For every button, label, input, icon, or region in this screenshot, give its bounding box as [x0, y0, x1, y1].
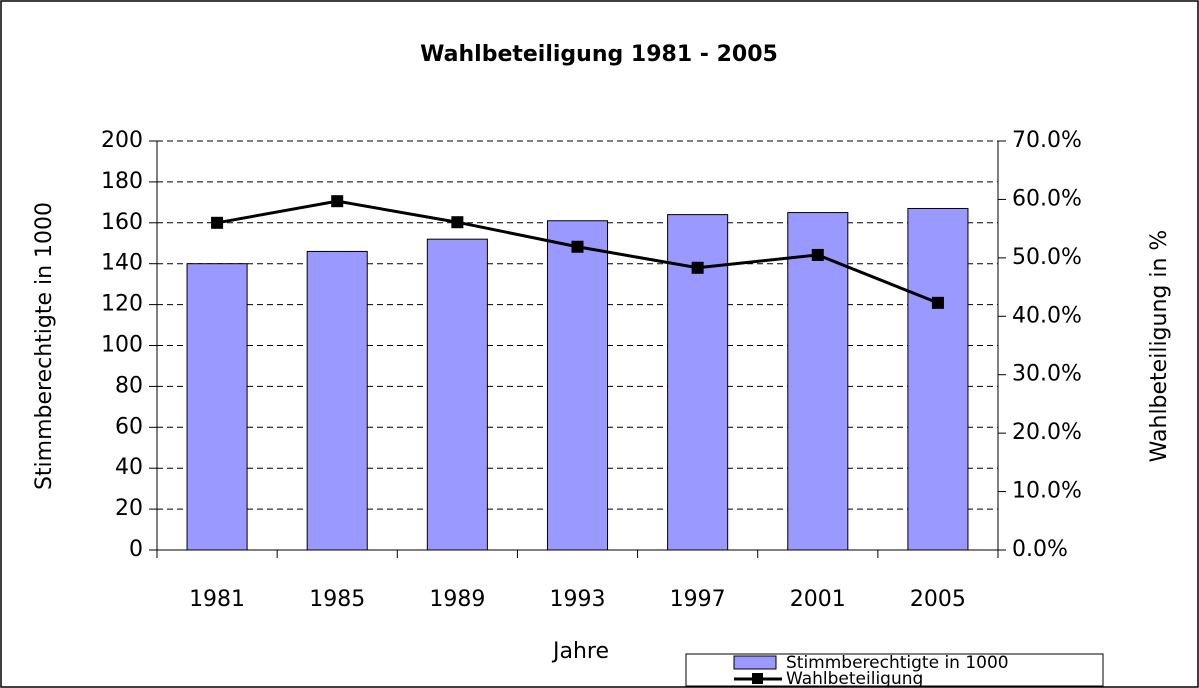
bar — [546, 220, 609, 551]
legend-marker — [752, 673, 763, 684]
y2-tick-label: 60.0% — [1012, 186, 1082, 211]
x-tick-label: 1997 — [670, 587, 726, 612]
y2-tick-label: 20.0% — [1012, 420, 1082, 445]
y-tick-label: 160 — [101, 210, 143, 235]
x-tick-label: 2005 — [910, 587, 966, 612]
y-axis-label: Stimmberechtigte in 1000 — [32, 202, 57, 490]
chart-title: Wahlbeteiligung 1981 - 2005 — [420, 42, 778, 67]
y-tick-label: 140 — [101, 251, 143, 276]
line-marker — [211, 216, 224, 229]
y2-tick-label: 40.0% — [1012, 303, 1082, 328]
line-marker — [331, 195, 344, 208]
bar — [907, 207, 969, 551]
y-tick-label: 20 — [115, 496, 143, 521]
line-marker — [931, 296, 944, 309]
y2-tick-label: 10.0% — [1012, 479, 1082, 504]
x-axis-label: Jahre — [551, 639, 609, 664]
y2-tick-label: 0.0% — [1012, 537, 1068, 562]
y-tick-label: 40 — [115, 455, 143, 480]
y-tick-label: 80 — [115, 373, 143, 398]
bar — [306, 250, 368, 551]
line-marker — [811, 248, 824, 261]
y-tick-label: 0 — [129, 537, 143, 562]
y2-axis-label: Wahlbeteiligung in % — [1147, 230, 1172, 463]
line-marker — [451, 216, 464, 229]
line-marker — [571, 240, 584, 253]
legend-label: Stimmberechtigte in 1000 — [786, 653, 1009, 673]
y2-tick-label: 30.0% — [1012, 362, 1082, 387]
x-tick-label: 2001 — [790, 587, 846, 612]
bar — [787, 212, 849, 551]
y-tick-label: 180 — [101, 169, 143, 194]
y-tick-label: 200 — [101, 128, 143, 153]
y-tick-label: 120 — [101, 292, 143, 317]
line-marker — [691, 261, 704, 274]
x-tick-label: 1993 — [550, 587, 606, 612]
legend-swatch — [733, 655, 777, 670]
bar — [426, 238, 488, 551]
y2-tick-label: 50.0% — [1012, 245, 1082, 270]
x-tick-label: 1989 — [429, 587, 485, 612]
x-tick-label: 1985 — [309, 587, 365, 612]
bar — [186, 263, 248, 551]
legend-label: Wahlbeteiligung — [786, 669, 923, 688]
y-tick-label: 100 — [101, 333, 143, 358]
y2-tick-label: 70.0% — [1012, 128, 1082, 153]
y-tick-label: 60 — [115, 414, 143, 439]
x-tick-label: 1981 — [189, 587, 245, 612]
